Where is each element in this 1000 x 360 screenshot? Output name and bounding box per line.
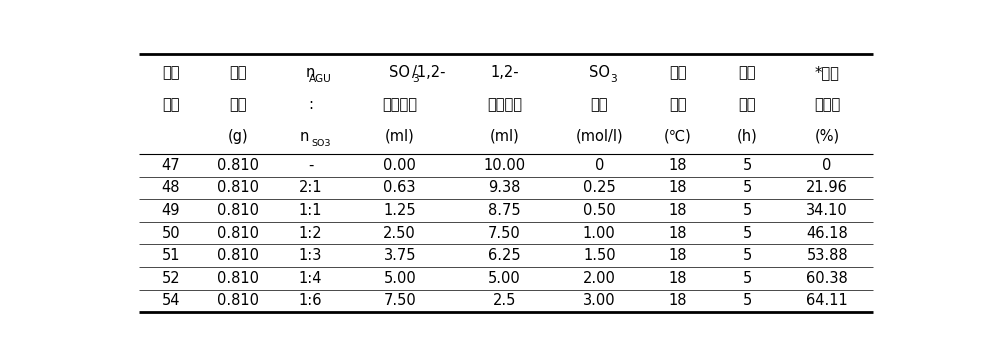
Text: 8.75: 8.75 (488, 203, 521, 218)
Text: 60.38: 60.38 (806, 271, 848, 286)
Text: *纤维: *纤维 (815, 65, 840, 80)
Text: 50: 50 (161, 226, 180, 240)
Text: 18: 18 (668, 271, 687, 286)
Text: 时间: 时间 (739, 97, 756, 112)
Text: 54: 54 (161, 293, 180, 308)
Text: (ml): (ml) (385, 129, 415, 144)
Text: 6.25: 6.25 (488, 248, 521, 263)
Text: 反应: 反应 (739, 65, 756, 80)
Text: 18: 18 (668, 248, 687, 263)
Text: 1,2-: 1,2- (490, 65, 519, 80)
Text: SO: SO (589, 65, 610, 80)
Text: 47: 47 (161, 158, 180, 173)
Text: 二氯乙烷: 二氯乙烷 (382, 97, 417, 112)
Text: 1:2: 1:2 (299, 226, 322, 240)
Text: 7.50: 7.50 (383, 293, 416, 308)
Text: :: : (308, 97, 313, 112)
Text: 2.50: 2.50 (383, 226, 416, 240)
Text: 二氯乙烷: 二氯乙烷 (487, 97, 522, 112)
Text: 48: 48 (161, 180, 180, 195)
Text: 34.10: 34.10 (806, 203, 848, 218)
Text: 转化率: 转化率 (814, 97, 840, 112)
Text: 0: 0 (822, 158, 832, 173)
Text: SO: SO (389, 65, 410, 80)
Text: 18: 18 (668, 180, 687, 195)
Text: 0.810: 0.810 (217, 158, 259, 173)
Text: 9.38: 9.38 (488, 180, 521, 195)
Text: 0: 0 (595, 158, 604, 173)
Text: 3: 3 (413, 74, 419, 84)
Text: 0.25: 0.25 (583, 180, 616, 195)
Text: 3: 3 (610, 74, 617, 84)
Text: 5: 5 (743, 226, 752, 240)
Text: n: n (306, 65, 315, 80)
Text: 10.00: 10.00 (483, 158, 525, 173)
Text: 0.63: 0.63 (383, 180, 416, 195)
Text: 反应: 反应 (669, 65, 686, 80)
Text: 5: 5 (743, 293, 752, 308)
Text: 2.5: 2.5 (493, 293, 516, 308)
Text: 18: 18 (668, 158, 687, 173)
Text: 0.810: 0.810 (217, 248, 259, 263)
Text: 2.00: 2.00 (583, 271, 616, 286)
Text: 18: 18 (668, 293, 687, 308)
Text: 0.810: 0.810 (217, 226, 259, 240)
Text: 1:1: 1:1 (299, 203, 322, 218)
Text: 1.50: 1.50 (583, 248, 616, 263)
Text: SO3: SO3 (311, 139, 330, 148)
Text: 2:1: 2:1 (299, 180, 322, 195)
Text: 1:3: 1:3 (299, 248, 322, 263)
Text: 5.00: 5.00 (383, 271, 416, 286)
Text: (%): (%) (815, 129, 840, 144)
Text: 52: 52 (161, 271, 180, 286)
Text: 1.00: 1.00 (583, 226, 616, 240)
Text: 7.50: 7.50 (488, 226, 521, 240)
Text: 1:4: 1:4 (299, 271, 322, 286)
Text: 0.810: 0.810 (217, 271, 259, 286)
Text: 5: 5 (743, 248, 752, 263)
Text: 质量: 质量 (229, 97, 247, 112)
Text: 浓度: 浓度 (591, 97, 608, 112)
Text: 实验: 实验 (162, 65, 179, 80)
Text: (ml): (ml) (489, 129, 519, 144)
Text: 46.18: 46.18 (806, 226, 848, 240)
Text: 21.96: 21.96 (806, 180, 848, 195)
Text: 0.50: 0.50 (583, 203, 616, 218)
Text: 5: 5 (743, 203, 752, 218)
Text: 5.00: 5.00 (488, 271, 521, 286)
Text: 0.00: 0.00 (383, 158, 416, 173)
Text: 18: 18 (668, 203, 687, 218)
Text: 纤维: 纤维 (229, 65, 247, 80)
Text: /1,2-: /1,2- (412, 65, 446, 80)
Text: 0.810: 0.810 (217, 180, 259, 195)
Text: (℃): (℃) (664, 129, 691, 144)
Text: 18: 18 (668, 226, 687, 240)
Text: 53.88: 53.88 (806, 248, 848, 263)
Text: n: n (300, 129, 309, 144)
Text: (h): (h) (737, 129, 758, 144)
Text: 5: 5 (743, 180, 752, 195)
Text: 3.00: 3.00 (583, 293, 616, 308)
Text: (mol/l): (mol/l) (575, 129, 623, 144)
Text: 3.75: 3.75 (383, 248, 416, 263)
Text: 编号: 编号 (162, 97, 179, 112)
Text: 0.810: 0.810 (217, 203, 259, 218)
Text: 0.810: 0.810 (217, 293, 259, 308)
Text: -: - (308, 158, 313, 173)
Text: 1.25: 1.25 (383, 203, 416, 218)
Text: AGU: AGU (309, 74, 331, 84)
Text: 64.11: 64.11 (806, 293, 848, 308)
Text: 温度: 温度 (669, 97, 686, 112)
Text: 1:6: 1:6 (299, 293, 322, 308)
Text: 51: 51 (161, 248, 180, 263)
Text: 5: 5 (743, 158, 752, 173)
Text: (g): (g) (228, 129, 248, 144)
Text: 5: 5 (743, 271, 752, 286)
Text: 49: 49 (161, 203, 180, 218)
